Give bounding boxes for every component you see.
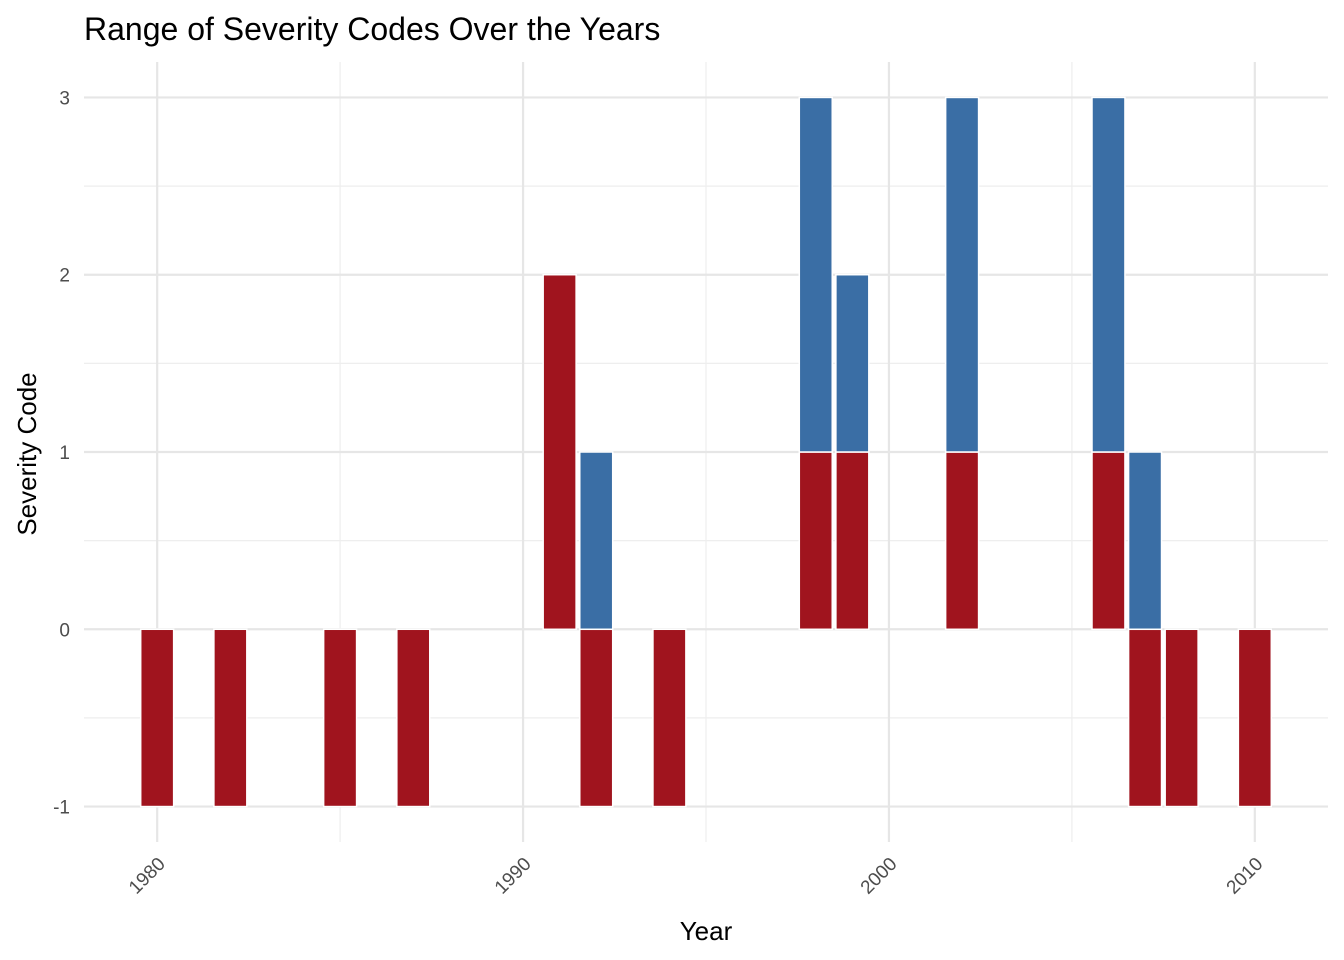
x-axis-ticks: 1980 1990 2000 2010 bbox=[125, 854, 1267, 899]
bar-lower-2007 bbox=[1127, 628, 1163, 808]
chart-title: Range of Severity Codes Over the Years bbox=[84, 11, 660, 47]
bar-upper-1992 bbox=[579, 451, 614, 631]
bar-lower-1992 bbox=[579, 628, 614, 808]
bar-lower-2010 bbox=[1237, 628, 1273, 808]
y-tick-label: 1 bbox=[59, 443, 70, 464]
x-axis-title: Year bbox=[680, 916, 733, 946]
bar-upper-1999 bbox=[835, 273, 870, 453]
bar-lower-1980 bbox=[139, 628, 175, 808]
x-tick-label: 2000 bbox=[857, 854, 902, 899]
y-tick-label: 0 bbox=[59, 620, 70, 641]
bar-upper-1998 bbox=[798, 96, 833, 453]
bar-lower-1987 bbox=[396, 628, 431, 808]
y-axis-ticks: -1 0 1 2 3 bbox=[53, 88, 70, 818]
bar-lower-2006 bbox=[1091, 451, 1126, 631]
y-tick-label: -1 bbox=[53, 798, 70, 819]
bar-lower-1998 bbox=[798, 451, 833, 631]
bar-lower-2002 bbox=[944, 451, 980, 631]
x-tick-label: 1990 bbox=[491, 854, 536, 899]
x-tick-label: 2010 bbox=[1223, 854, 1268, 899]
bar-lower-2008 bbox=[1164, 628, 1199, 808]
y-axis-title: Severity Code bbox=[12, 372, 42, 535]
bar-upper-2006 bbox=[1091, 96, 1126, 453]
y-tick-label: 2 bbox=[59, 266, 70, 287]
bar-lower-1999 bbox=[835, 451, 870, 631]
bar-lower-1985 bbox=[322, 628, 358, 808]
bar-lower-1991 bbox=[542, 273, 577, 631]
x-tick-label: 1980 bbox=[125, 854, 170, 899]
bar-lower-1994 bbox=[652, 628, 687, 808]
bar-lower-1982 bbox=[213, 628, 248, 808]
bars bbox=[139, 96, 1273, 808]
y-tick-label: 3 bbox=[59, 88, 70, 109]
bar-upper-2002 bbox=[944, 96, 980, 453]
bar-upper-2007 bbox=[1127, 451, 1163, 631]
